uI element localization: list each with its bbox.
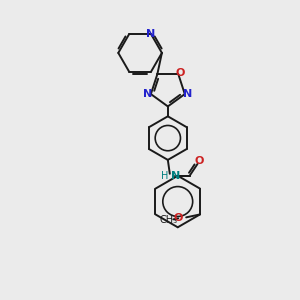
Text: O: O [195,156,204,166]
Text: N: N [146,29,156,39]
Text: CH₃: CH₃ [159,215,177,225]
Text: H: H [161,171,169,181]
Text: N: N [171,171,180,181]
Text: O: O [174,213,183,224]
Text: N: N [183,89,192,99]
Text: N: N [143,89,152,99]
Text: O: O [176,68,185,78]
